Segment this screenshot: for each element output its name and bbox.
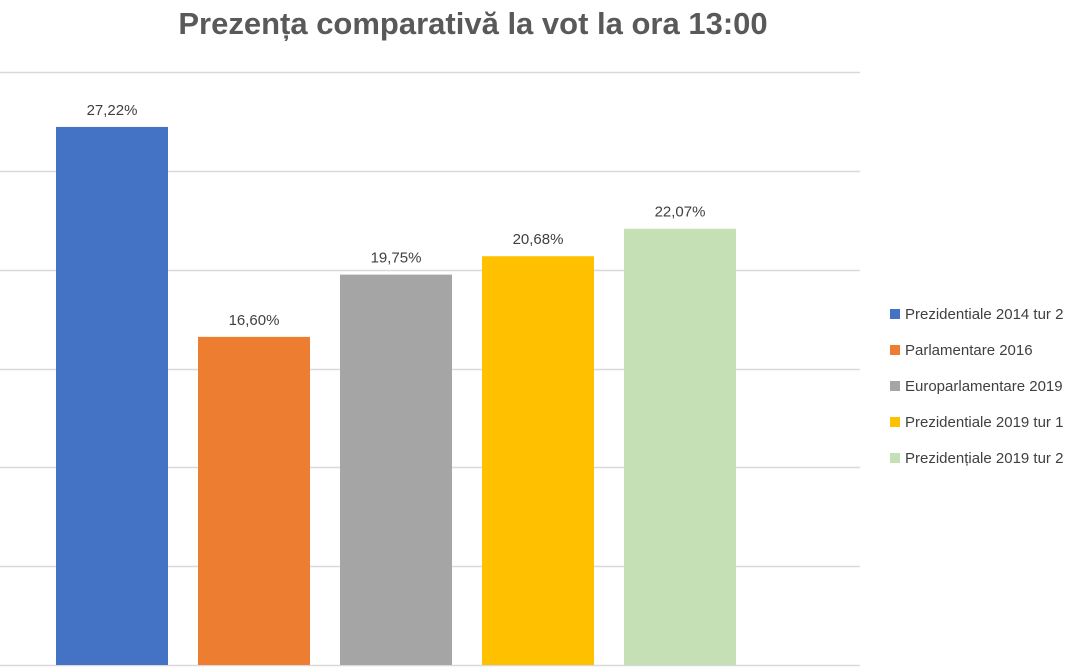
legend-label: Prezidentiale 2014 tur 2 (905, 305, 1064, 323)
legend-label: Prezidențiale 2019 tur 2 (905, 449, 1064, 467)
data-label: 19,75% (371, 250, 422, 267)
legend-label: Europarlamentare 2019 (905, 377, 1063, 395)
legend-item: Prezidențiale 2019 tur 2 (890, 449, 1086, 467)
legend-item: Europarlamentare 2019 (890, 377, 1086, 395)
data-label: 27,22% (87, 102, 138, 119)
chart-plot-area: 27,22% 16,60% 19,75% 20,68% 22,07% (0, 71, 860, 667)
legend-item: Prezidentiale 2019 tur 1 (890, 413, 1086, 431)
bar (198, 336, 310, 665)
legend-swatch (890, 345, 900, 355)
data-label: 20,68% (513, 231, 564, 248)
chart-title: Prezența comparativă la vot la ora 13:00 (178, 6, 768, 41)
legend-item: Prezidentiale 2014 tur 2 (890, 305, 1086, 323)
chart-legend: Prezidentiale 2014 tur 2 Parlamentare 201… (890, 305, 1086, 485)
bar (56, 126, 168, 665)
legend-swatch (890, 453, 900, 463)
bar (340, 274, 452, 665)
legend-item: Parlamentare 2016 (890, 341, 1086, 359)
data-label: 16,60% (229, 312, 280, 329)
legend-swatch (890, 309, 900, 319)
legend-swatch (890, 417, 900, 427)
bar (482, 256, 594, 665)
legend-swatch (890, 381, 900, 391)
legend-label: Prezidentiale 2019 tur 1 (905, 413, 1064, 431)
legend-label: Parlamentare 2016 (905, 341, 1033, 359)
bar (624, 228, 736, 665)
data-label: 22,07% (655, 204, 706, 221)
